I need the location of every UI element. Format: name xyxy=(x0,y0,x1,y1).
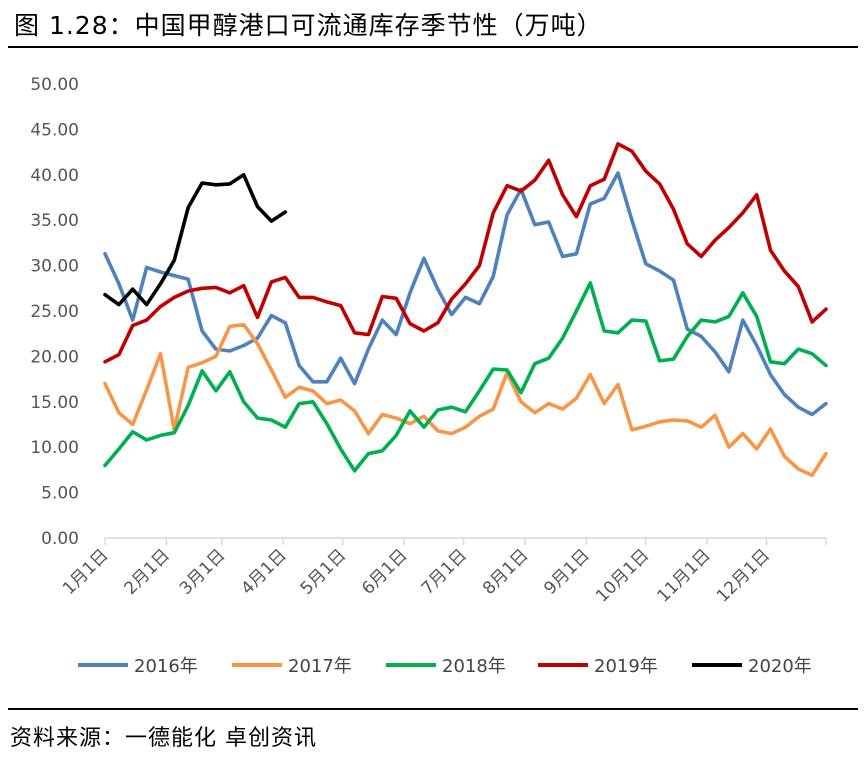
chart-title: 图 1.28：中国甲醇港口可流通库存季节性（万吨） xyxy=(14,11,603,40)
series-line-2020 xyxy=(103,173,288,307)
legend: 2016年 2017年 2018年 2019年 2020年 xyxy=(0,650,864,680)
legend-swatch xyxy=(386,663,436,667)
x-tick-label: 5月1日 xyxy=(297,545,350,598)
source-note: 资料来源：一德能化 卓创资讯 xyxy=(10,726,317,751)
legend-swatch xyxy=(692,663,742,667)
x-tick-label: 11月1日 xyxy=(654,545,715,606)
legend-swatch xyxy=(538,663,588,667)
x-tick-label: 12月1日 xyxy=(713,545,774,606)
x-tick-label: 9月1日 xyxy=(540,545,593,598)
y-tick-label: 0.00 xyxy=(41,529,79,549)
footer-rule xyxy=(8,708,858,710)
legend-label: 2017年 xyxy=(288,656,352,677)
legend-label: 2016年 xyxy=(134,656,198,677)
y-tick-label: 10.00 xyxy=(30,438,79,458)
legend-label: 2018年 xyxy=(442,656,506,677)
y-tick-label: 30.00 xyxy=(30,257,79,277)
legend-item: 2019年 xyxy=(538,650,658,680)
x-tick-label: 2月1日 xyxy=(120,545,173,598)
legend-swatch xyxy=(232,663,282,667)
line-chart: 0.00 5.00 10.00 15.00 20.00 25.00 30.00 35.00 40… xyxy=(30,75,828,607)
x-tick-label: 4月1日 xyxy=(237,545,290,598)
y-tick-label: 20.00 xyxy=(30,347,79,367)
legend-item: 2016年 xyxy=(78,650,198,680)
legend-label: 2019年 xyxy=(594,656,658,677)
legend-swatch xyxy=(78,663,128,667)
legend-item: 2020年 xyxy=(692,650,812,680)
series-line-2016 xyxy=(103,171,828,417)
x-tick-label: 6月1日 xyxy=(358,545,411,598)
series-line-2018 xyxy=(103,281,828,473)
y-tick-label: 50.00 xyxy=(30,75,79,95)
y-tick-label: 5.00 xyxy=(41,484,79,504)
x-tick-label: 1月1日 xyxy=(59,545,112,598)
legend-item: 2017年 xyxy=(232,650,352,680)
series-line-2017 xyxy=(103,322,828,478)
legend-item: 2018年 xyxy=(386,650,506,680)
y-tick-label: 15.00 xyxy=(30,393,79,413)
y-tick-label: 25.00 xyxy=(30,302,79,322)
x-tick-label: 7月1日 xyxy=(418,545,471,598)
series-line-2019 xyxy=(103,142,828,364)
y-tick-label: 45.00 xyxy=(30,120,79,140)
x-tick-label: 10月1日 xyxy=(592,545,653,606)
x-tick-label: 3月1日 xyxy=(176,545,229,598)
title-rule xyxy=(8,46,858,48)
legend-label: 2020年 xyxy=(748,656,812,677)
x-tick-label: 8月1日 xyxy=(479,545,532,598)
y-tick-label: 40.00 xyxy=(30,166,79,186)
y-tick-label: 35.00 xyxy=(30,211,79,231)
